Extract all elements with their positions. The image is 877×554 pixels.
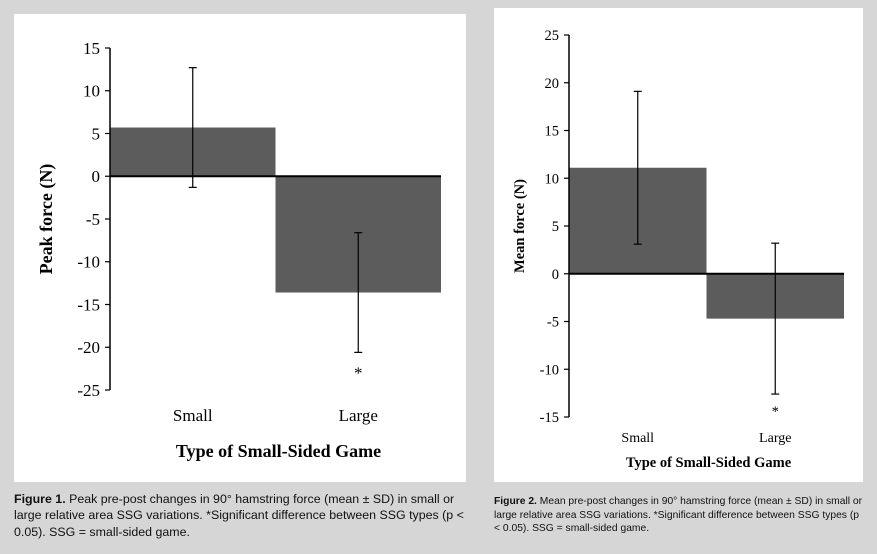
fig1-y-tick-label: 5 [92, 124, 101, 143]
fig1-y-tick-label: 0 [92, 167, 101, 186]
figure-2-caption-text: Mean pre-post changes in 90° hamstring f… [494, 496, 863, 535]
fig1-y-tick-label: 10 [83, 82, 100, 101]
figure-2-chart: 25 20 15 10 5 0 -5 -10 -15 Small * Large Type of Sma… [512, 28, 844, 471]
fig2-y-tick-label: 5 [552, 219, 559, 235]
fig1-y-tick-label: -15 [77, 295, 100, 314]
fig2-y-tick-label: 25 [545, 28, 560, 44]
fig2-y-axis-title: Mean force (N) [512, 179, 528, 273]
figure-2-caption-label: Figure 2. [494, 496, 537, 507]
fig1-y-tick-label: -5 [86, 210, 100, 229]
fig2-x-axis-title: Type of Small-Sided Game [626, 455, 792, 471]
fig1-category-label: Large [339, 406, 378, 425]
fig2-category-label: Large [759, 431, 791, 446]
fig2-y-tick-label: 20 [545, 76, 560, 92]
fig2-category-label: Small [621, 431, 654, 446]
fig1-y-tick-label: -10 [77, 253, 100, 272]
fig1-y-axis-title: Peak force (N) [36, 164, 57, 275]
figure-1-panel: 15 10 5 0 -5 -10 -15 -20 -25 Small * Large Type of S… [14, 14, 466, 482]
fig2-y-tick-label: 15 [545, 124, 560, 140]
fig2-significance-marker: * [772, 404, 779, 420]
fig1-y-tick-label: 15 [83, 39, 100, 58]
figure-1-caption-text: Peak pre-post changes in 90° hamstring f… [14, 492, 464, 539]
figure-1-caption-label: Figure 1. [14, 492, 66, 506]
fig2-y-tick-label: -5 [547, 315, 559, 331]
fig1-significance-marker: * [354, 363, 363, 382]
fig1-x-axis-title: Type of Small-Sided Game [176, 441, 381, 461]
fig2-y-tick-label: 0 [552, 267, 559, 283]
figure-1-caption: Figure 1. Peak pre-post changes in 90° h… [14, 491, 466, 540]
fig1-category-label: Small [173, 406, 213, 425]
fig1-y-tick-label: -20 [77, 338, 100, 357]
fig2-y-tick-label: 10 [545, 171, 560, 187]
fig2-y-tick-label: -15 [540, 410, 559, 426]
figure-1-chart: 15 10 5 0 -5 -10 -15 -20 -25 Small * Large Type of S… [36, 39, 441, 461]
fig2-y-tick-label: -10 [540, 362, 559, 378]
fig1-y-tick-label: -25 [77, 381, 100, 400]
figure-2-caption: Figure 2. Mean pre-post changes in 90° h… [494, 495, 866, 536]
figure-2-panel: 25 20 15 10 5 0 -5 -10 -15 Small * Large Type of Sma… [494, 8, 863, 482]
